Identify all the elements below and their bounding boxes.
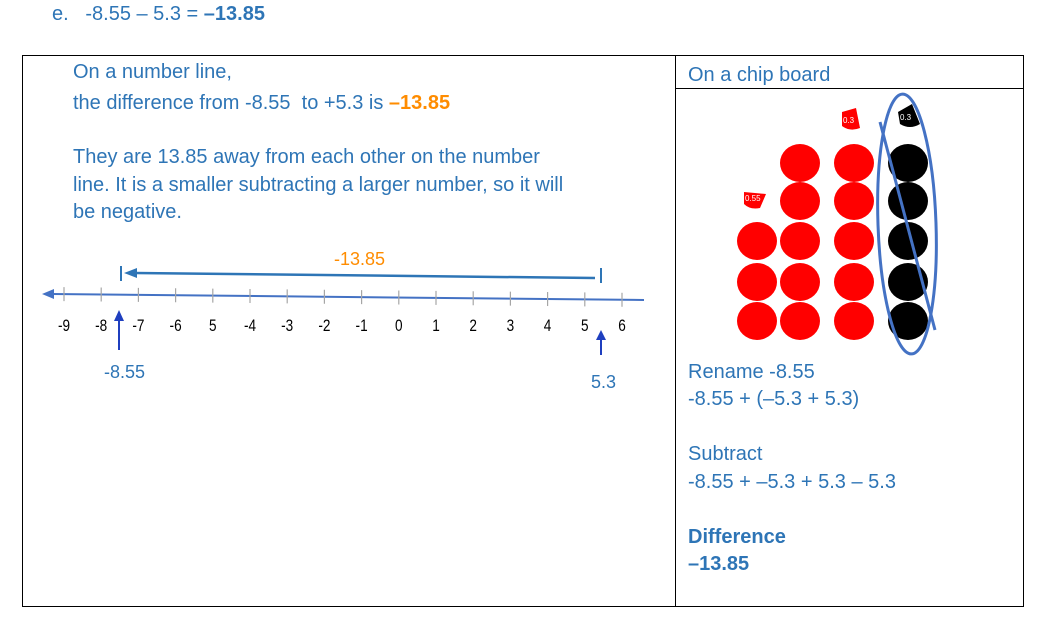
column-divider <box>675 55 676 607</box>
start-marker-label: -8.55 <box>104 362 145 382</box>
chip-board: 0.55 0.3 0.3 <box>737 92 938 356</box>
cancel-slash <box>878 121 937 331</box>
content-table <box>22 55 1024 607</box>
red-chip <box>780 302 820 340</box>
difference-title: Difference <box>688 526 786 548</box>
rename-expression: -8.55 + (–5.3 + 5.3) <box>688 388 860 410</box>
explanation-text: They are 13.85 away from each other on t… <box>73 144 673 227</box>
black-chip <box>888 302 928 340</box>
tick-label: -2 <box>318 317 330 336</box>
tick-label: -3 <box>281 317 293 336</box>
explanation-line-1: They are 13.85 away from each other on t… <box>73 146 540 168</box>
distance-arrowhead <box>124 268 137 278</box>
intro-value: –13.85 <box>388 92 451 114</box>
tick-label: -9 <box>58 317 70 336</box>
number-line-ticks: -9 -8 -7 -6 5 -4 -3 -2 -1 0 1 2 3 4 5 6 <box>58 287 626 335</box>
partial-black-chip-03 <box>898 104 920 127</box>
red-chip <box>737 263 777 301</box>
black-chip <box>888 263 928 301</box>
partial-red-chip-label-2: 0.3 <box>843 116 855 125</box>
rename-title: Rename -8.55 <box>688 361 815 383</box>
end-marker-label: 5.3 <box>591 372 616 392</box>
axis-left-arrowhead <box>42 289 54 299</box>
tick-label: 4 <box>544 317 552 336</box>
number-line-axis <box>51 293 645 301</box>
tick-label: -6 <box>170 317 182 336</box>
start-marker-arrowhead <box>114 310 124 321</box>
black-chip <box>888 222 928 260</box>
explanation-line-3: be negative. <box>73 201 182 224</box>
partial-red-chip-055 <box>744 192 766 209</box>
chip-board-header: On a chip board <box>688 64 831 86</box>
cancel-oval <box>876 92 938 356</box>
number-line-intro-2: the difference from -8.55 to +5.3 is –13… <box>73 89 450 117</box>
red-chip <box>834 222 874 260</box>
problem-label: e. <box>52 3 69 25</box>
red-chip <box>780 263 820 301</box>
black-chip <box>888 182 928 220</box>
subtract-expression: -8.55 + –5.3 + 5.3 – 5.3 <box>688 471 896 493</box>
partial-red-chip-03 <box>842 108 860 130</box>
tick-label: -8 <box>95 317 107 336</box>
red-chip <box>780 182 820 220</box>
subtract-title: Subtract <box>688 443 763 465</box>
problem-statement: e. -8.55 – 5.3 = –13.85 <box>52 3 265 26</box>
tick-label: 5 <box>209 317 217 336</box>
tick-label: -4 <box>244 317 256 336</box>
problem-answer: –13.85 <box>203 3 265 25</box>
problem-expression: -8.55 – 5.3 = <box>85 3 204 25</box>
partial-red-chip-label: 0.55 <box>745 194 761 203</box>
intro-prefix: the difference from -8.55 to +5.3 is <box>73 92 389 114</box>
tick-label: 6 <box>618 317 626 336</box>
tick-label: 1 <box>432 317 440 336</box>
red-chip <box>834 144 874 182</box>
tick-label: -7 <box>132 317 144 336</box>
tick-label: 5 <box>581 317 589 336</box>
red-chip <box>780 144 820 182</box>
end-marker-arrowhead <box>596 330 606 340</box>
red-chip <box>834 263 874 301</box>
red-chip <box>834 302 874 340</box>
red-chip <box>737 302 777 340</box>
tick-label: 0 <box>395 317 403 336</box>
tick-label: 2 <box>469 317 477 336</box>
red-chip <box>737 222 777 260</box>
distance-arrow <box>134 271 596 280</box>
tick-label: 3 <box>507 317 515 336</box>
number-line-intro-1: On a number line, <box>73 61 232 83</box>
partial-black-chip-label: 0.3 <box>900 113 912 122</box>
difference-value: –13.85 <box>688 553 750 575</box>
distance-label: -13.85 <box>334 249 385 269</box>
tick-label: -1 <box>356 317 368 336</box>
red-chip <box>834 182 874 220</box>
explanation-line-2: line. It is a smaller subtracting a larg… <box>73 173 564 196</box>
red-chip <box>780 222 820 260</box>
black-chip <box>888 144 928 182</box>
header-divider <box>675 88 1024 89</box>
